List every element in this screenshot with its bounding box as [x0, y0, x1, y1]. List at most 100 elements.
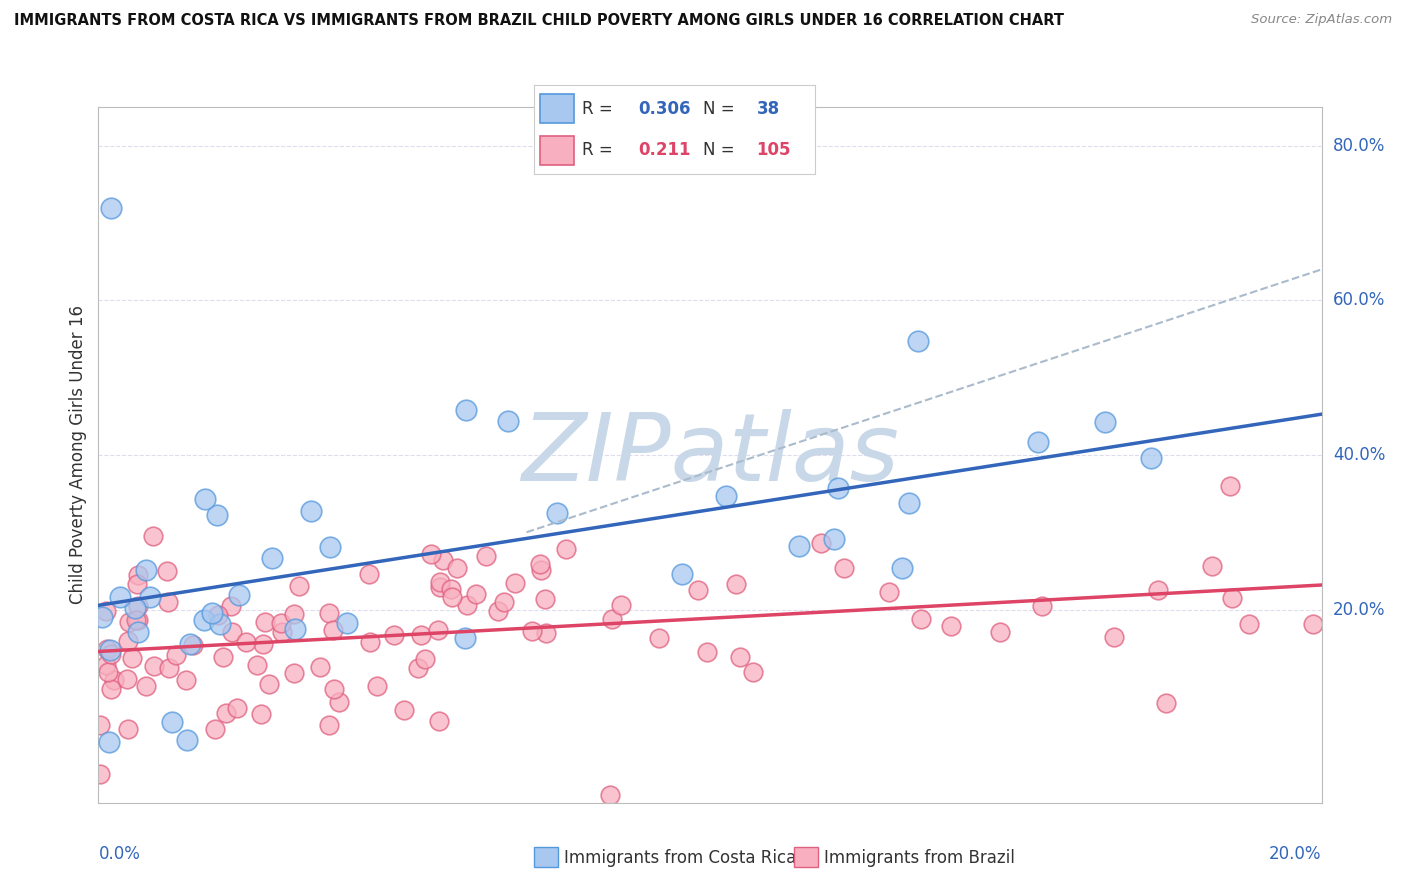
Point: [426, 623, 449, 637]
Point: [215, 706, 238, 720]
Point: [939, 618, 962, 632]
Text: 0.306: 0.306: [638, 100, 690, 118]
Point: [246, 657, 269, 672]
Point: [165, 648, 187, 663]
Point: [252, 637, 274, 651]
Point: [135, 680, 157, 694]
Point: [221, 624, 243, 639]
Point: [533, 591, 555, 606]
Text: 40.0%: 40.0%: [1333, 446, 1385, 464]
Point: [89, 718, 111, 732]
Point: [124, 600, 146, 615]
Point: [546, 506, 568, 520]
Point: [97, 735, 120, 749]
Point: [205, 508, 228, 523]
Point: [832, 561, 855, 575]
Point: [1026, 434, 1049, 449]
Point: [891, 560, 914, 574]
Point: [156, 564, 179, 578]
Point: [262, 551, 284, 566]
Point: [322, 682, 344, 697]
Text: 60.0%: 60.0%: [1333, 292, 1385, 310]
Point: [454, 631, 477, 645]
Point: [212, 649, 235, 664]
Point: [208, 617, 231, 632]
Point: [127, 567, 149, 582]
Y-axis label: Child Poverty Among Girls Under 16: Child Poverty Among Girls Under 16: [69, 305, 87, 605]
Point: [359, 635, 381, 649]
Point: [135, 563, 157, 577]
Text: Source: ZipAtlas.com: Source: ZipAtlas.com: [1251, 13, 1392, 27]
Point: [143, 659, 166, 673]
Point: [228, 588, 250, 602]
Point: [530, 563, 553, 577]
Point: [225, 700, 247, 714]
Point: [100, 647, 122, 661]
Text: 38: 38: [756, 100, 779, 118]
Point: [118, 615, 141, 629]
Point: [1147, 582, 1170, 597]
Point: [394, 703, 416, 717]
Point: [686, 582, 709, 597]
Text: Immigrants from Costa Rica: Immigrants from Costa Rica: [564, 849, 796, 867]
Point: [94, 657, 117, 672]
Point: [96, 604, 118, 618]
Point: [121, 651, 143, 665]
Point: [440, 582, 463, 596]
Point: [648, 632, 671, 646]
Point: [287, 579, 309, 593]
Point: [176, 733, 198, 747]
Point: [319, 540, 342, 554]
Point: [156, 595, 179, 609]
Text: IMMIGRANTS FROM COSTA RICA VS IMMIGRANTS FROM BRAZIL CHILD POVERTY AMONG GIRLS U: IMMIGRANTS FROM COSTA RICA VS IMMIGRANTS…: [14, 13, 1064, 29]
Point: [714, 489, 737, 503]
Point: [536, 625, 558, 640]
Point: [520, 624, 543, 639]
FancyBboxPatch shape: [540, 94, 574, 123]
Point: [100, 201, 122, 215]
Point: [1201, 558, 1223, 573]
Point: [454, 403, 477, 417]
Point: [730, 650, 752, 665]
Text: Immigrants from Brazil: Immigrants from Brazil: [824, 849, 1015, 867]
Point: [98, 643, 121, 657]
Point: [174, 673, 197, 687]
Point: [1302, 617, 1324, 632]
Point: [1220, 591, 1243, 605]
Point: [419, 547, 441, 561]
Point: [413, 652, 436, 666]
Text: N =: N =: [703, 100, 740, 118]
Point: [823, 533, 845, 547]
Point: [1154, 696, 1177, 710]
Point: [270, 625, 292, 640]
Point: [1031, 599, 1053, 613]
Point: [910, 611, 932, 625]
Point: [127, 624, 149, 639]
Point: [257, 677, 280, 691]
Point: [142, 529, 165, 543]
Point: [127, 613, 149, 627]
Point: [91, 610, 114, 624]
Point: [1140, 451, 1163, 466]
Point: [486, 605, 509, 619]
Point: [741, 665, 763, 679]
Point: [115, 672, 138, 686]
Point: [103, 673, 125, 687]
Text: 80.0%: 80.0%: [1333, 136, 1385, 154]
Point: [610, 598, 633, 612]
Point: [117, 634, 139, 648]
Point: [696, 645, 718, 659]
FancyBboxPatch shape: [540, 136, 574, 165]
Point: [988, 625, 1011, 640]
Point: [219, 599, 242, 614]
Point: [110, 590, 132, 604]
Point: [97, 665, 120, 679]
Point: [456, 598, 478, 612]
Text: R =: R =: [582, 141, 623, 159]
Point: [96, 641, 118, 656]
Point: [1094, 415, 1116, 429]
Point: [406, 660, 429, 674]
Point: [907, 334, 929, 348]
Point: [787, 539, 810, 553]
Point: [440, 590, 463, 604]
